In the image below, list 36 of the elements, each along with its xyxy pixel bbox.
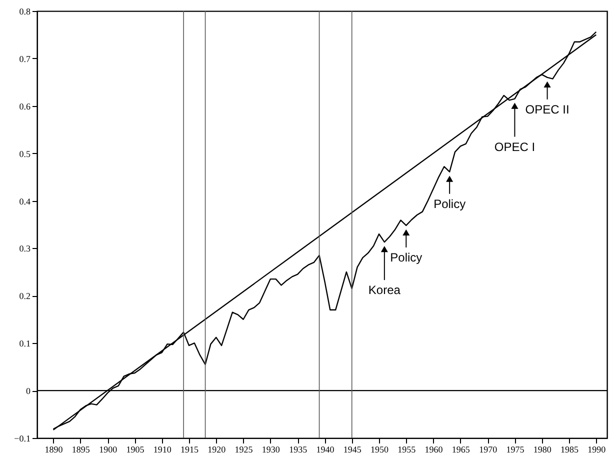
y-tick-label: 0 [26,386,31,396]
x-tick-label: 1965 [452,444,470,454]
x-tick-label: 1900 [99,444,118,454]
x-tick-label: 1960 [424,444,444,454]
x-tick-label: 1940 [316,444,335,454]
x-tick-label: 1945 [343,444,362,454]
x-tick-label: 1935 [289,444,308,454]
y-tick-label: 0.7 [19,54,31,64]
x-tick-label: 1950 [370,444,389,454]
y-tick-label: 0.3 [19,244,31,254]
y-tick-label: 0.4 [19,196,31,206]
x-tick-label: 1990 [588,444,606,454]
x-tick-label: 1970 [479,444,498,454]
annotation: OPEC II [525,102,570,116]
x-tick-label: 1905 [126,444,145,454]
x-tick-label: 1975 [506,444,525,454]
x-tick-label: 1895 [72,444,90,454]
y-tick-label: 0.2 [19,291,30,302]
annotation: Korea [368,283,401,298]
y-tick-label: 0.6 [19,101,31,112]
y-tick-label: 0.5 [19,148,31,159]
annotation: OPEC I [494,140,536,154]
annotation: Policy [390,250,422,264]
y-tick-label: 0.1 [19,338,30,349]
x-tick-label: 1915 [180,444,199,454]
x-tick-label: 1890 [44,444,64,454]
x-tick-label: 1925 [234,444,254,454]
x-tick-label: 1985 [560,444,579,454]
x-tick-label: 1980 [533,444,552,454]
annotation: Policy [434,196,466,211]
x-tick-label: 1955 [398,444,416,454]
y-tick-label: 0.8 [19,6,31,16]
x-tick-label: 1910 [153,444,172,454]
x-tick-label: 1920 [208,444,226,454]
x-tick-label: 1930 [262,444,280,454]
y-tick-label: −0.1 [14,434,30,444]
